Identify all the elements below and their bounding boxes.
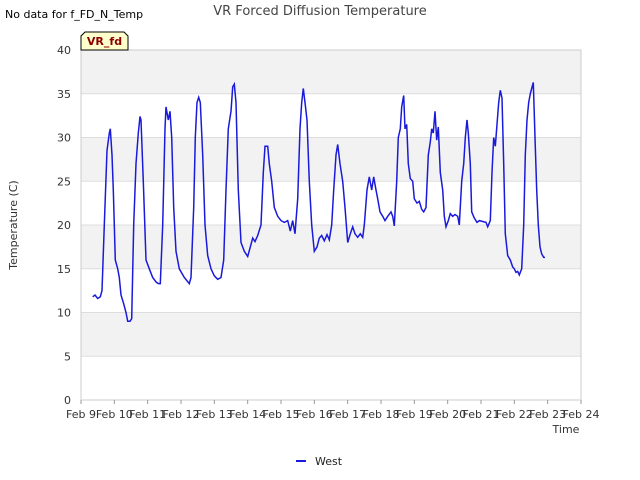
x-tick-label: Feb 10 — [96, 408, 133, 421]
x-tick-label: Feb 16 — [296, 408, 333, 421]
x-axis-label: Time — [552, 423, 580, 436]
y-tick-label: 35 — [57, 88, 71, 101]
x-tick-label: Feb 21 — [463, 408, 500, 421]
y-tick-label: 0 — [64, 394, 71, 407]
x-tick-label: Feb 14 — [229, 408, 266, 421]
background-bands — [81, 50, 581, 357]
series-line-west — [92, 81, 545, 323]
x-tick-label: Feb 12 — [163, 408, 200, 421]
x-tick-label: Feb 24 — [563, 408, 600, 421]
chart-title: VR Forced Diffusion Temperature — [213, 4, 427, 19]
legend: West — [296, 455, 343, 468]
y-tick-label: 15 — [57, 263, 71, 276]
background-band — [81, 137, 581, 182]
background-band — [81, 50, 581, 94]
no-data-note: No data for f_FD_N_Temp — [5, 8, 144, 21]
badge-text: VR_fd — [87, 35, 122, 48]
badge-shape — [80, 31, 129, 51]
y-tick-label: 10 — [57, 307, 71, 320]
x-tick-label: Feb 23 — [529, 408, 566, 421]
x-tick-label: Feb 15 — [263, 408, 300, 421]
vr-fd-badge: VR_fd — [80, 31, 129, 51]
x-tick-label: Feb 11 — [129, 408, 166, 421]
y-axis-ticks: 0 5 10 15 20 25 30 35 40 — [57, 44, 71, 407]
y-tick-label: 30 — [57, 132, 71, 145]
y-tick-label: 25 — [57, 175, 71, 188]
x-tick-label: Feb 17 — [329, 408, 366, 421]
y-tick-label: 5 — [64, 350, 71, 363]
y-tick-label: 20 — [57, 219, 71, 232]
x-tick-label: Feb 20 — [429, 408, 466, 421]
x-tick-label: Feb 13 — [196, 408, 233, 421]
x-tick-label: Feb 19 — [396, 408, 433, 421]
plot-frame — [80, 49, 582, 401]
background-band — [81, 312, 581, 357]
y-tick-label: 40 — [57, 44, 71, 57]
x-tick-label: Feb 9 — [66, 408, 96, 421]
x-tick-label: Feb 18 — [363, 408, 400, 421]
legend-label-west: West — [315, 455, 343, 468]
x-tick-label: Feb 22 — [496, 408, 533, 421]
y-axis-label: Temperature (C) — [7, 180, 20, 270]
